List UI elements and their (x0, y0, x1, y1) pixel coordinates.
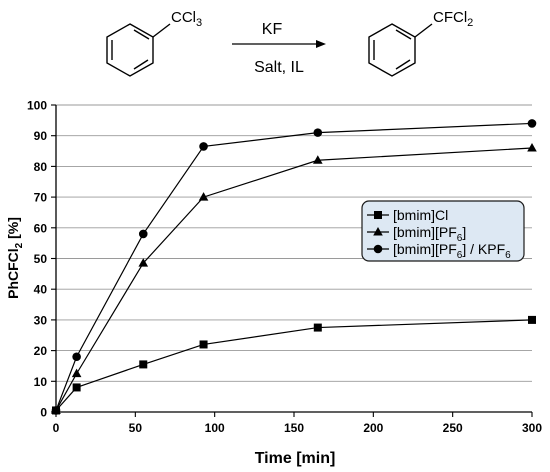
y-tick-label: 30 (34, 313, 48, 327)
reaction-scheme: CCl3 KF Salt, IL CFCl2 (106, 9, 473, 77)
data-point (139, 360, 148, 369)
legend-label: [bmim][PF6] / KPF6 (393, 241, 511, 261)
y-tick-label: 10 (34, 375, 48, 389)
legend-label: [bmim]Cl (393, 207, 448, 223)
legend-box (361, 200, 525, 262)
y-tick-label: 90 (34, 129, 48, 143)
legend-marker (373, 227, 383, 236)
x-tick-label: 150 (284, 421, 304, 435)
reactant-substituent: CCl3 (171, 9, 202, 29)
x-axis-label: Time [min] (255, 450, 336, 467)
y-tick-label: 20 (34, 344, 48, 358)
data-point (71, 368, 82, 378)
series-square (52, 315, 536, 415)
y-tick-label: 0 (40, 406, 47, 420)
data-point (72, 352, 81, 362)
reactant-benzene-ring (106, 23, 171, 77)
legend-item: [bmim]Cl (367, 207, 448, 223)
y-tick-labels: 0 10 20 30 40 50 60 70 80 90 100 (27, 99, 47, 420)
series-line (55, 122, 533, 411)
data-point (527, 142, 537, 152)
x-tick-label: 200 (363, 421, 383, 435)
data-point (51, 406, 61, 415)
x-tick-labels: 0 50 100 150 200 250 300 (53, 421, 543, 435)
legend-marker (374, 211, 382, 219)
legend: [bmim]Cl[bmim][PF6][bmim][PF6] / KPF6 (361, 200, 525, 262)
data-point (199, 142, 208, 151)
data-point (527, 119, 537, 128)
x-tick-label: 100 (205, 421, 225, 435)
series-line (55, 147, 533, 411)
data-point (313, 128, 323, 137)
series-triangle (51, 142, 537, 414)
x-tick-label: 300 (522, 421, 542, 435)
legend-item: [bmim][PF6] (367, 224, 466, 244)
reagent-bottom-label: Salt, IL (254, 59, 304, 76)
data-point (72, 383, 81, 392)
data-point (199, 340, 208, 349)
data-point (313, 323, 322, 332)
y-tick-label: 40 (34, 283, 48, 297)
y-tick-label: 70 (34, 191, 48, 205)
reagent-top-label: KF (262, 21, 283, 38)
product-benzene-ring (368, 23, 433, 77)
legend-marker (373, 244, 383, 254)
data-point (198, 192, 209, 201)
y-axis-label: PhCFCl2 [%] (5, 217, 25, 299)
data-point (138, 258, 149, 267)
x-tick-label: 250 (443, 421, 463, 435)
product-substituent: CFCl2 (433, 9, 473, 29)
x-tick-label: 50 (129, 421, 143, 435)
data-point (528, 315, 536, 324)
legend-label: [bmim][PF6] (393, 224, 466, 244)
y-tick-label: 80 (34, 160, 48, 174)
series-layer (51, 119, 537, 415)
series-circle (51, 119, 537, 415)
reaction-arrow (232, 40, 326, 48)
data-point (138, 229, 148, 239)
y-tick-label: 50 (34, 252, 48, 266)
x-tick-label: 0 (53, 421, 60, 435)
series-line (55, 319, 533, 411)
data-point (313, 155, 323, 164)
y-tick-label: 100 (27, 99, 47, 113)
legend-item: [bmim][PF6] / KPF6 (367, 241, 511, 261)
y-tick-label: 60 (34, 221, 48, 235)
